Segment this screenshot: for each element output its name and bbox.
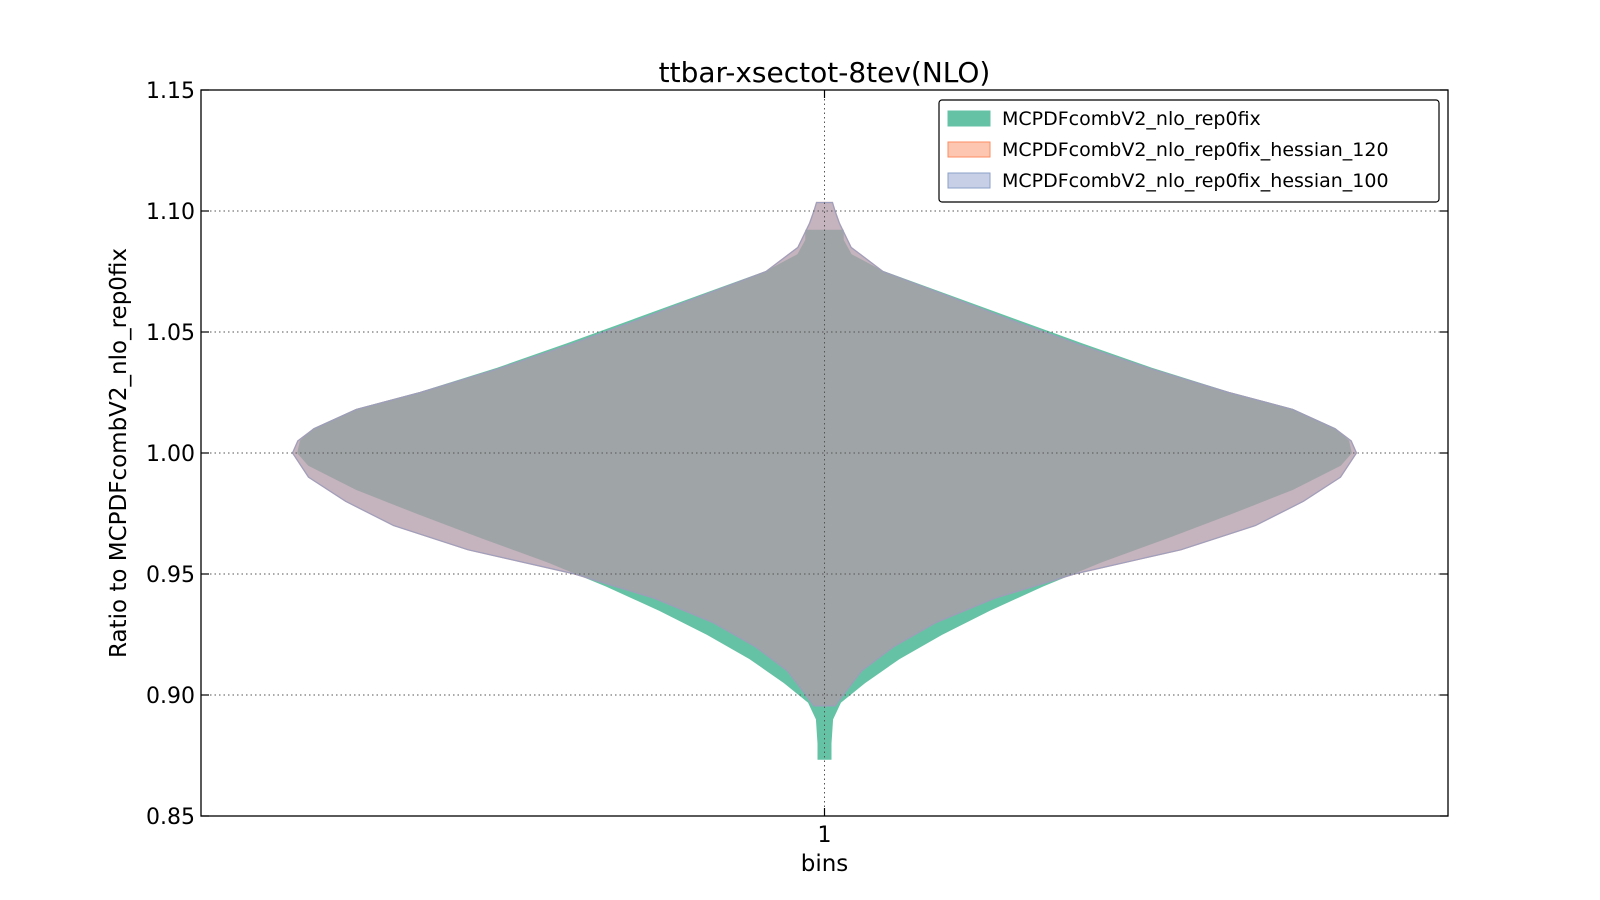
violin-layer (291, 201, 1358, 760)
y-tick-label: 1.00 (146, 442, 195, 467)
legend-label: MCPDFcombV2_nlo_rep0fix (1002, 108, 1261, 130)
grid-layer (201, 90, 1448, 816)
y-tick-label: 0.90 (146, 684, 195, 709)
y-tick-label: 1.05 (146, 321, 195, 346)
violin-3 (291, 201, 1358, 707)
legend-box (938, 99, 1440, 203)
y-axis-label: Ratio to MCPDFcombV2_nlo_rep0fix (106, 248, 132, 658)
legend: MCPDFcombV2_nlo_rep0fix MCPDFcombV2_nlo_r… (938, 99, 1440, 203)
chart-title: ttbar-xsectot-8tev(NLO) (659, 56, 991, 89)
y-axis: 0.85 0.90 0.95 1.00 1.05 1.10 1.15 (146, 79, 1448, 830)
y-tick-label: 0.85 (146, 805, 195, 830)
legend-swatch (947, 110, 991, 127)
y-tick-label: 1.10 (146, 200, 195, 225)
legend-swatch (947, 172, 991, 189)
x-axis-label: bins (801, 851, 849, 877)
y-tick-label: 0.95 (146, 563, 195, 588)
legend-swatch (947, 141, 991, 158)
x-tick-label: 1 (818, 823, 832, 848)
legend-label: MCPDFcombV2_nlo_rep0fix_hessian_100 (1002, 170, 1389, 192)
y-tick-label: 1.15 (146, 79, 195, 104)
legend-label: MCPDFcombV2_nlo_rep0fix_hessian_120 (1002, 139, 1389, 161)
x-axis: 1 (818, 90, 832, 848)
